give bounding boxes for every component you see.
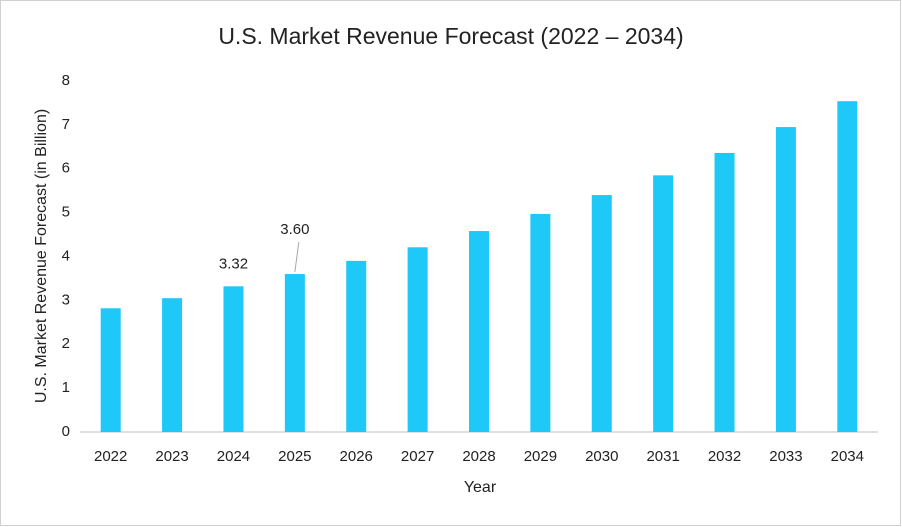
y-tick-label: 2 (62, 335, 70, 352)
x-tick-label: 2026 (340, 448, 373, 465)
bar (530, 213, 551, 432)
y-tick-label: 8 (62, 72, 70, 89)
x-tick-label: 2029 (524, 448, 557, 465)
bar (837, 101, 858, 433)
data-label: 3.60 (280, 221, 309, 238)
bar (284, 274, 305, 432)
bar (714, 152, 735, 432)
x-tick-label: 2031 (646, 448, 679, 465)
y-tick-label: 0 (62, 423, 70, 440)
y-tick-label: 7 (62, 116, 70, 133)
leader-line (294, 241, 300, 273)
bar (223, 286, 244, 432)
x-tick-label: 2028 (462, 448, 495, 465)
x-tick-label: 2022 (94, 448, 127, 465)
x-axis-title: Year (464, 479, 497, 496)
bar (407, 247, 428, 432)
y-axis-title: U.S. Market Revenue Forecast (in Billion… (33, 109, 50, 403)
x-tick-label: 2025 (278, 448, 311, 465)
x-tick-label: 2030 (585, 448, 618, 465)
x-tick-label: 2023 (155, 448, 188, 465)
y-tick-label: 1 (62, 379, 70, 396)
y-tick-label: 3 (62, 291, 70, 308)
y-tick-label: 5 (62, 204, 70, 221)
y-tick-label: 4 (62, 247, 70, 264)
x-tick-label: 2032 (708, 448, 741, 465)
bar (469, 231, 489, 432)
bar (346, 260, 367, 432)
bar (591, 195, 612, 432)
bar (100, 308, 121, 432)
y-tick-label: 6 (62, 160, 70, 177)
x-tick-label: 2033 (769, 448, 802, 465)
x-tick-label: 2034 (831, 448, 864, 465)
data-label: 3.32 (219, 255, 248, 272)
bar (653, 175, 674, 433)
bar (775, 127, 796, 432)
x-tick-label: 2027 (401, 448, 434, 465)
chart-title: U.S. Market Revenue Forecast (2022 – 203… (218, 23, 683, 49)
x-tick-label: 2024 (217, 448, 250, 465)
bar (162, 298, 183, 432)
